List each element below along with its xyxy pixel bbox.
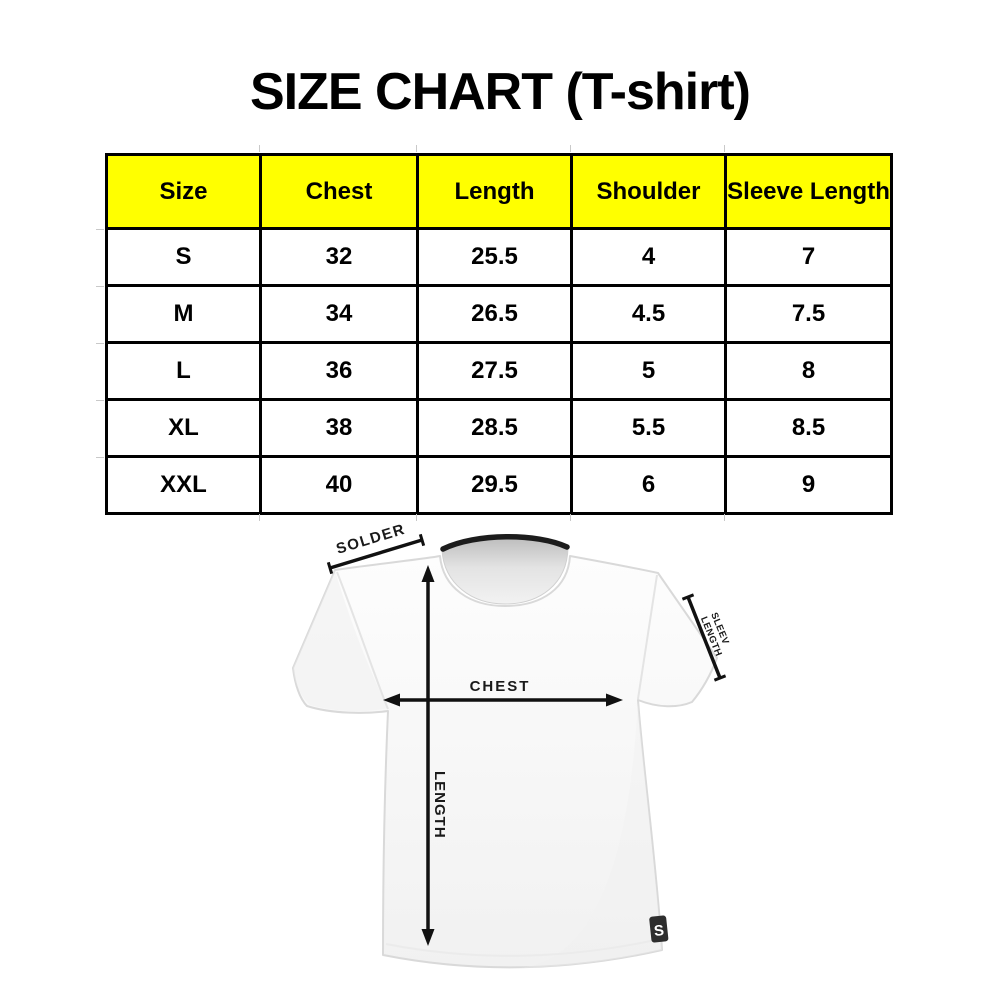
brand-logo-patch xyxy=(649,915,669,943)
brand-logo: S xyxy=(649,915,669,943)
table-row-l: L 36 27.5 5 8 xyxy=(105,341,893,401)
page-title: SIZE CHART (T-shirt) xyxy=(250,63,751,121)
grid-tick xyxy=(96,286,104,287)
sleeve-shadow-left xyxy=(293,570,388,712)
sleeve-seam-left xyxy=(336,571,389,710)
table-cell: 26.5 xyxy=(416,284,573,344)
length-label: LENGTH xyxy=(431,771,448,839)
table-cell: 36 xyxy=(259,341,419,401)
table-cell: XL xyxy=(105,398,262,458)
hem-seam xyxy=(385,938,661,957)
grid-tick xyxy=(416,145,417,152)
table-cell: 27.5 xyxy=(416,341,573,401)
grid-tick xyxy=(259,145,260,152)
length-arrow xyxy=(421,565,435,946)
shoulder-dimension-line xyxy=(326,533,426,575)
table-cell: 4.5 xyxy=(570,284,727,344)
grid-tick xyxy=(259,514,260,521)
header-row: Size Chest Length Shoulder Sleeve Length xyxy=(105,153,893,230)
sleeve-dimension-line xyxy=(681,593,727,682)
table-cell: M xyxy=(105,284,262,344)
grid-tick xyxy=(570,514,571,521)
column-header-chest: Chest xyxy=(259,153,419,230)
table-cell: 38 xyxy=(259,398,419,458)
tshirt-measurement-diagram: S LENGTH CHEST SOLDER SLEEV LENGTH xyxy=(280,518,745,990)
table-cell: 9 xyxy=(724,455,893,515)
table-cell: 32 xyxy=(259,227,419,287)
table-row-s: S 32 25.5 4 7 xyxy=(105,227,893,287)
table-row-m: M 34 26.5 4.5 7.5 xyxy=(105,284,893,344)
grid-tick xyxy=(96,229,104,230)
table-cell: 7 xyxy=(724,227,893,287)
column-header-length: Length xyxy=(416,153,573,230)
table-cell: 40 xyxy=(259,455,419,515)
table-cell: 6 xyxy=(570,455,727,515)
table-cell: XXL xyxy=(105,455,262,515)
table-cell: 7.5 xyxy=(724,284,893,344)
table-row-xl: XL 38 28.5 5.5 8.5 xyxy=(105,398,893,458)
table-cell: 8 xyxy=(724,341,893,401)
grid-tick xyxy=(96,343,104,344)
sleeve-seam-right xyxy=(637,574,658,700)
table-cell: L xyxy=(105,341,262,401)
chest-label: CHEST xyxy=(470,678,531,695)
table-cell: 5.5 xyxy=(570,398,727,458)
table-cell: 4 xyxy=(570,227,727,287)
table-cell: S xyxy=(105,227,262,287)
table-row-xxl: XXL 40 29.5 6 9 xyxy=(105,455,893,515)
grid-tick xyxy=(724,145,725,152)
brand-logo-letter: S xyxy=(653,922,665,940)
tshirt-graphic: S xyxy=(292,534,718,969)
chest-arrow xyxy=(383,693,623,707)
grid-tick xyxy=(96,457,104,458)
grid-tick xyxy=(96,400,104,401)
table-cell: 34 xyxy=(259,284,419,344)
grid-tick xyxy=(724,514,725,521)
size-chart-table: Size Chest Length Shoulder Sleeve Length… xyxy=(105,153,893,515)
column-header-sleeve-length: Sleeve Length xyxy=(724,153,893,230)
table-cell: 5 xyxy=(570,341,727,401)
column-header-shoulder: Shoulder xyxy=(570,153,727,230)
column-header-size: Size xyxy=(105,153,262,230)
torso-shadow-right xyxy=(520,700,662,968)
collar-band xyxy=(440,534,570,552)
table-cell: 8.5 xyxy=(724,398,893,458)
table-cell: 28.5 xyxy=(416,398,573,458)
shoulder-label: SOLDER xyxy=(334,521,407,558)
grid-tick xyxy=(416,514,417,521)
grid-tick xyxy=(570,145,571,152)
table-cell: 25.5 xyxy=(416,227,573,287)
table-cell: 29.5 xyxy=(416,455,573,515)
